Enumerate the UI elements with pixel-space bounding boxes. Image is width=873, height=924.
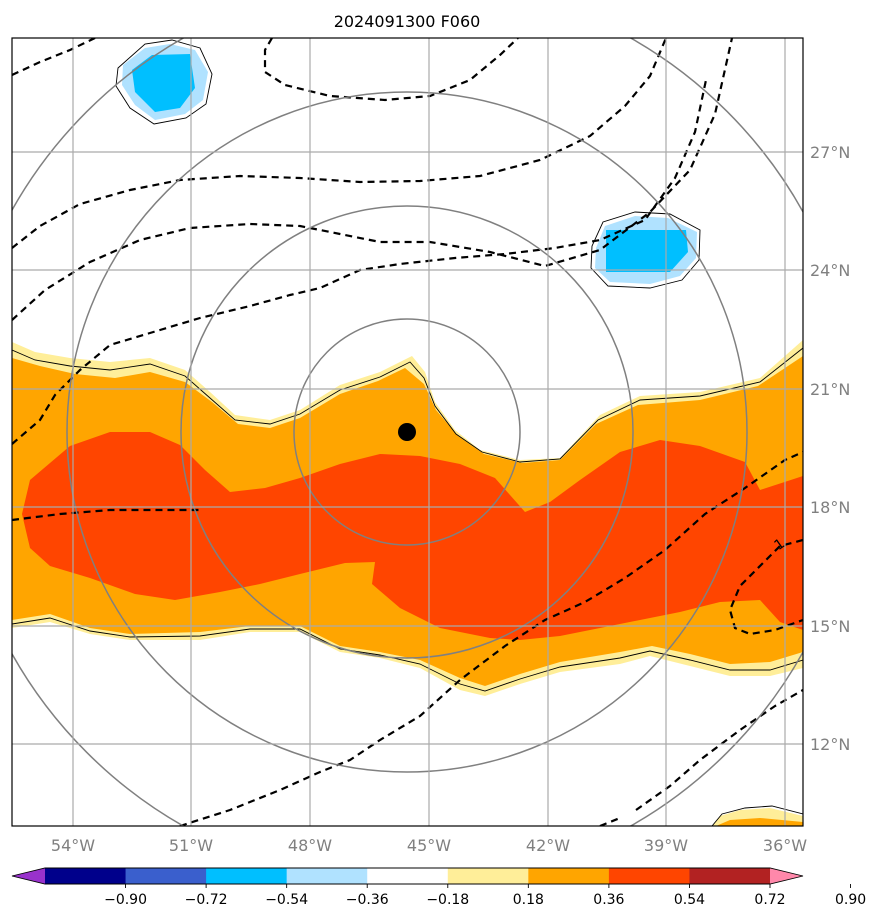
range-ring-3	[66, 91, 748, 773]
lon-tick-label: 48°W	[288, 836, 332, 855]
colorbar-tick-label: 0.72	[754, 892, 785, 908]
figure-title: 2024091300 F060	[334, 12, 481, 31]
anomaly-contours	[12, 39, 803, 826]
colorbar-segment	[125, 868, 207, 884]
lat-tick-label: 12°N	[810, 735, 850, 754]
colorbar-segment	[608, 868, 690, 884]
colorbar-segment	[45, 868, 127, 884]
lon-tick-label: 51°W	[169, 836, 213, 855]
colorbar-tick-label: 0.36	[593, 892, 624, 908]
map-frame	[11, 37, 804, 827]
colorbar-tick-label: −0.18	[426, 892, 469, 908]
colorbar-segment	[689, 868, 771, 884]
storm-center-marker	[398, 423, 416, 441]
range-ring-1	[293, 318, 521, 546]
colorbar-tick-label: −0.72	[185, 892, 228, 908]
colorbar-segment	[367, 868, 449, 884]
map-area: 1	[12, 38, 803, 826]
lat-tick-label: 18°N	[810, 498, 850, 517]
range-rings	[12, 38, 803, 826]
lat-tick-label: 24°N	[810, 261, 850, 280]
colorbar-tick-label: 0.90	[835, 892, 866, 908]
lat-tick-label: 15°N	[810, 617, 850, 636]
lat-tick-label: 27°N	[810, 143, 850, 162]
negative-anomaly-ne-core	[606, 230, 688, 272]
negative-anomaly-nw-core	[132, 54, 195, 112]
lat-tick-label: 21°N	[810, 380, 850, 399]
colorbar-tick-label: −0.90	[104, 892, 147, 908]
lat-lon-grid	[12, 38, 803, 826]
colorbar-tick-label: −0.54	[265, 892, 308, 908]
colorbar-extend-low	[12, 868, 45, 884]
colorbar-segment	[528, 868, 610, 884]
colorbar-tick-label: 0.18	[513, 892, 544, 908]
colorbar-tick-label: 0.54	[674, 892, 705, 908]
colorbar-segment	[286, 868, 368, 884]
colorbar-segment	[447, 868, 529, 884]
lon-tick-label: 39°W	[644, 836, 688, 855]
colorbar-extend-high	[770, 868, 803, 884]
dashed-contours	[12, 38, 803, 826]
range-ring-2	[180, 205, 634, 659]
positive-anomaly-corner-core	[716, 818, 803, 826]
lon-tick-label: 36°W	[763, 836, 807, 855]
colorbar-segment	[206, 868, 288, 884]
lat-tick-labels: 27°N 24°N 21°N 18°N 15°N 12°N	[810, 143, 850, 754]
lon-tick-labels: 54°W 51°W 48°W 45°W 42°W 39°W 36°W	[51, 836, 807, 855]
lon-tick-label: 42°W	[526, 836, 570, 855]
colorbar: −0.90 −0.72 −0.54 −0.36 −0.18 0.18 0.36 0.54 0.7…	[11, 867, 866, 908]
lon-tick-label: 54°W	[51, 836, 95, 855]
lon-tick-label: 45°W	[407, 836, 451, 855]
colorbar-tick-label: −0.36	[346, 892, 389, 908]
colorbar-outline	[11, 867, 804, 885]
